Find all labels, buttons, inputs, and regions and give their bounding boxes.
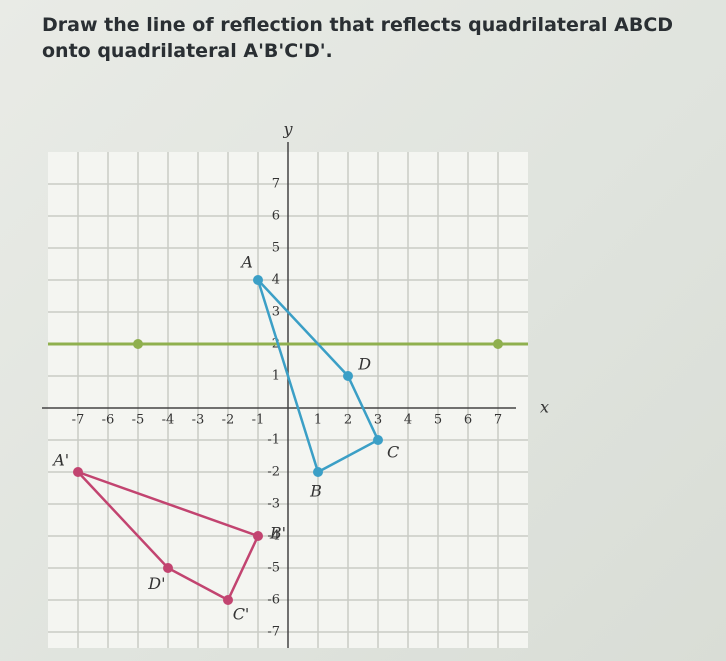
vertex-label: B' (269, 524, 286, 543)
line-point (133, 339, 143, 349)
vertex-label: A (239, 253, 253, 272)
y-tick-label: -1 (267, 433, 280, 448)
y-tick-label: 6 (272, 209, 280, 224)
y-tick-label: -2 (267, 465, 280, 480)
y-tick-label: -4 (267, 529, 280, 544)
x-tick-label: -3 (192, 413, 205, 428)
vertex (313, 467, 323, 477)
vertex-label: C (387, 443, 399, 462)
y-tick-label: 7 (272, 177, 280, 192)
y-tick-label: 4 (272, 273, 280, 288)
x-tick-label: 5 (434, 413, 442, 428)
vertex (253, 531, 263, 541)
vertex (163, 563, 173, 573)
y-tick-label: 5 (272, 241, 280, 256)
x-tick-label: 6 (464, 413, 472, 428)
vertex (73, 467, 83, 477)
x-tick-label: -7 (72, 413, 85, 428)
y-tick-label: -6 (267, 593, 280, 608)
x-tick-label: -2 (222, 413, 235, 428)
vertex-label: B (309, 481, 322, 500)
line-point (493, 339, 503, 349)
vertex-label: D' (147, 574, 165, 593)
x-tick-label: -1 (252, 413, 265, 428)
y-tick-label: 3 (272, 305, 280, 320)
y-tick-label: -3 (267, 497, 280, 512)
x-tick-label: -6 (102, 413, 115, 428)
x-axis-label: x (540, 398, 549, 417)
y-axis-label: y (282, 120, 293, 139)
vertex (343, 371, 353, 381)
x-tick-label: 7 (494, 413, 502, 428)
x-tick-label: 3 (374, 413, 382, 428)
x-tick-label: 1 (314, 413, 322, 428)
question: Draw the line of reflection that reflect… (42, 14, 674, 62)
vertex (373, 435, 383, 445)
y-tick-label: 1 (272, 369, 280, 384)
y-tick-label: -7 (267, 625, 280, 640)
x-tick-label: 2 (344, 413, 352, 428)
vertex (253, 275, 263, 285)
y-tick-label: -5 (267, 561, 280, 576)
vertex-label: C' (233, 605, 250, 624)
vertex (223, 595, 233, 605)
vertex-label: A' (51, 451, 69, 470)
x-tick-label: 4 (404, 413, 412, 428)
vertex-label: D (357, 354, 371, 373)
x-tick-label: -4 (162, 413, 175, 428)
x-tick-label: -5 (132, 413, 145, 428)
